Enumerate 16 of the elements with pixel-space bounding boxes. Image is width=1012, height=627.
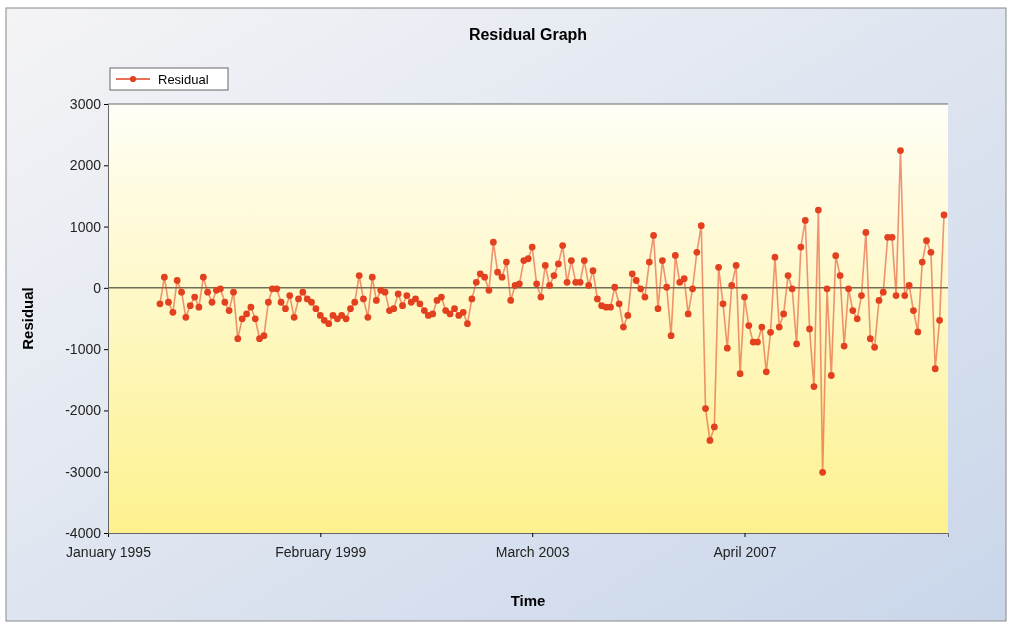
- y-tick-label: -3000: [65, 463, 102, 480]
- x-axis-title: Time: [510, 592, 546, 609]
- y-tick-label: -2000: [65, 402, 102, 419]
- y-tick-label: -1000: [65, 341, 102, 358]
- chart-title: Residual Graph: [468, 26, 588, 43]
- y-tick-label: 2000: [69, 157, 102, 174]
- y-tick-label: 0: [93, 279, 102, 296]
- x-tick-label: March 2003: [495, 543, 570, 560]
- legend-label: Residual: [158, 72, 209, 87]
- y-tick-label: 3000: [69, 95, 102, 112]
- x-tick-label: February 1999: [275, 543, 367, 560]
- x-tick-label: April 2007: [713, 543, 777, 560]
- y-tick-label: 1000: [69, 218, 102, 235]
- x-tick-label: January 1995: [66, 543, 152, 560]
- y-tick-label: -4000: [65, 524, 102, 541]
- y-axis-title: Residual: [19, 287, 36, 350]
